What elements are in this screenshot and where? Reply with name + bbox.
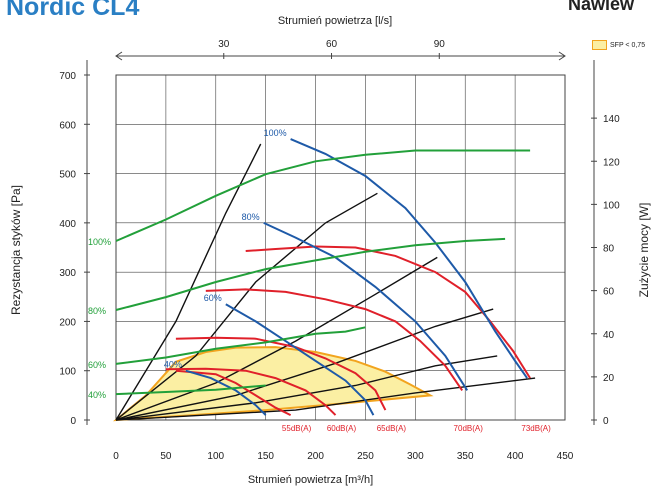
x2-axis-title: Strumień powietrza [l/s] [278, 15, 392, 27]
y2-tick-label: 100 [603, 200, 620, 211]
power-curve-label: 40% [88, 390, 106, 400]
y2-axis-title: Zużycie mocy [W] [637, 203, 651, 298]
system-curve [115, 355, 498, 421]
legend-swatch-sfp [592, 40, 607, 50]
x-tick-label: 150 [257, 451, 274, 462]
x2-tick-label: 60 [326, 39, 338, 50]
y-tick-label: 200 [59, 317, 76, 328]
noise-curve [165, 367, 337, 416]
fan-curve-label: 40% [164, 360, 182, 370]
x-tick-label: 400 [507, 451, 524, 462]
y-tick-label: 300 [59, 268, 76, 279]
noise-curve-label: 65dB(A) [377, 424, 407, 433]
x-tick-label: 50 [160, 451, 172, 462]
chart-heading-right: Nawiew [568, 0, 635, 14]
x2-tick-label: 90 [434, 39, 446, 50]
power-curve-label: 60% [88, 360, 106, 370]
y-tick-label: 400 [59, 219, 76, 230]
y2-tick-label: 40 [603, 330, 615, 341]
x2-tick-label: 30 [218, 39, 230, 50]
system-curve [115, 192, 378, 421]
legend-label-sfp: SFP < 0,75 [610, 41, 646, 49]
power-curve [115, 326, 366, 365]
legend: SFP < 0,75 [592, 40, 645, 50]
noise-curve-label: 60dB(A) [327, 424, 357, 433]
y2-tick-label: 0 [603, 416, 609, 427]
x-axis-title: Strumień powietrza [m³/h] [248, 474, 373, 486]
fan-curve [263, 221, 469, 391]
noise-curve-label: 73dB(A) [521, 424, 551, 433]
power-curve [115, 237, 506, 311]
power-curve-label: 80% [88, 306, 106, 316]
x-tick-label: 250 [357, 451, 374, 462]
x-tick-label: 100 [207, 451, 224, 462]
system-curve [115, 143, 262, 421]
noise-curve-label: 70dB(A) [454, 424, 484, 433]
y-axis-title: Rezystancja styków [Pa] [9, 185, 23, 315]
noise-curve [175, 336, 387, 411]
noise-curve-label: 55dB(A) [282, 424, 312, 433]
fan-curve-label: 60% [204, 293, 222, 303]
top-axis-arrow [558, 51, 566, 61]
y-tick-label: 700 [59, 71, 76, 82]
power-curve [115, 384, 266, 396]
fan-curve-label: 100% [264, 128, 287, 138]
y2-tick-label: 60 [603, 287, 615, 298]
x-tick-label: 450 [557, 451, 574, 462]
x-tick-label: 350 [457, 451, 474, 462]
system-curve [115, 256, 438, 421]
x-tick-label: 0 [113, 451, 119, 462]
top-axis-arrow [115, 51, 123, 61]
noise-curve [245, 245, 531, 379]
y2-tick-label: 120 [603, 157, 620, 168]
y-tick-label: 0 [70, 416, 76, 427]
system-curve [115, 377, 536, 421]
chart-heading-left: Nordic CL4 [6, 0, 140, 21]
fan-curve [185, 369, 267, 416]
x-tick-label: 200 [307, 451, 324, 462]
noise-curve [205, 288, 464, 391]
fan-curve-label: 80% [242, 212, 260, 222]
y-tick-label: 500 [59, 170, 76, 181]
y-tick-label: 100 [59, 367, 76, 378]
power-curve-label: 100% [88, 237, 111, 247]
y2-tick-label: 80 [603, 244, 615, 255]
noise-curve [175, 369, 292, 416]
y-tick-label: 600 [59, 120, 76, 131]
power-curve [115, 149, 531, 242]
y2-tick-label: 140 [603, 114, 620, 125]
y2-tick-label: 20 [603, 373, 615, 384]
fan-curve [225, 303, 375, 416]
x-tick-label: 300 [407, 451, 424, 462]
